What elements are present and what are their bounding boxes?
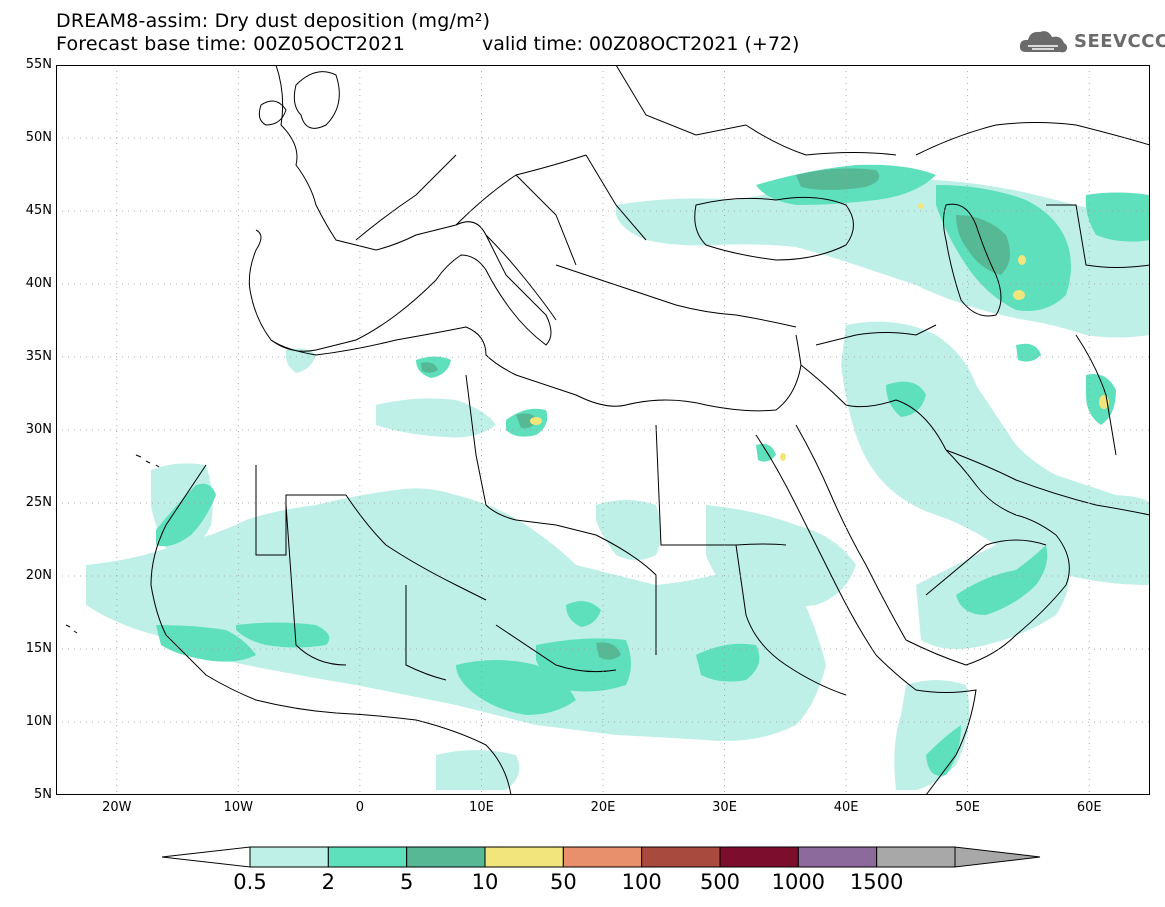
colorbar-segment bbox=[406, 846, 486, 868]
lon-tick-label: 20W bbox=[102, 800, 132, 815]
colorbar-label: 1500 bbox=[849, 870, 904, 894]
colorbar-segment bbox=[876, 846, 956, 868]
map-frame bbox=[56, 65, 1150, 795]
colorbar-label: 0.5 bbox=[233, 870, 267, 894]
lat-tick-label: 50N bbox=[25, 130, 52, 145]
lat-tick-label: 40N bbox=[25, 276, 52, 291]
forecast-base-time: Forecast base time: 00Z05OCT2021 bbox=[56, 33, 406, 55]
lon-tick-label: 50E bbox=[955, 800, 981, 815]
colorbar-label: 10 bbox=[471, 870, 499, 894]
colorbar bbox=[161, 846, 1041, 868]
colorbar-segment bbox=[562, 846, 643, 868]
colorbar-segment bbox=[484, 846, 564, 868]
lon-tick-label: 60E bbox=[1076, 800, 1102, 815]
colorbar-label: 100 bbox=[621, 870, 662, 894]
lon-tick-label: 30E bbox=[712, 800, 737, 815]
map-gridlines bbox=[56, 65, 1150, 795]
lat-tick-label: 30N bbox=[25, 422, 52, 437]
lon-tick-label: 10W bbox=[223, 800, 254, 815]
lat-tick-label: 55N bbox=[25, 57, 52, 72]
dust-deposition-map bbox=[56, 65, 1150, 795]
lon-tick-label: 10E bbox=[469, 800, 494, 815]
lat-tick-label: 25N bbox=[25, 495, 52, 510]
colorbar-segment bbox=[797, 846, 878, 868]
colorbar-label: 1000 bbox=[771, 870, 826, 894]
colorbar-segment bbox=[641, 846, 721, 868]
lon-tick-label: 40E bbox=[833, 800, 859, 815]
lat-tick-label: 15N bbox=[25, 641, 52, 656]
lat-tick-label: 45N bbox=[25, 203, 52, 218]
lon-tick-label: 20E bbox=[590, 800, 616, 815]
colorbar-label: 50 bbox=[549, 870, 577, 894]
lat-tick-label: 35N bbox=[25, 349, 52, 364]
map-title: DREAM8-assim: Dry dust deposition (mg/m²… bbox=[56, 10, 491, 32]
lat-tick-label: 5N bbox=[34, 787, 52, 802]
colorbar-min-arrow bbox=[161, 846, 251, 868]
colorbar-segment bbox=[249, 846, 329, 868]
colorbar-max-arrow bbox=[954, 846, 1041, 868]
coastlines bbox=[65, 65, 1150, 795]
logo-text: SEEVCCC bbox=[1074, 30, 1165, 52]
lat-tick-label: 10N bbox=[25, 714, 52, 729]
colorbar-label: 5 bbox=[399, 870, 414, 894]
seevccc-logo: SEEVCCC bbox=[1018, 26, 1165, 56]
valid-time: valid time: 00Z08OCT2021 (+72) bbox=[482, 33, 800, 55]
colorbar-segment bbox=[327, 846, 408, 868]
colorbar-segment bbox=[719, 846, 799, 868]
lon-tick-label: 0 bbox=[355, 800, 365, 815]
colorbar-label: 2 bbox=[321, 870, 336, 894]
lat-tick-label: 20N bbox=[25, 568, 52, 583]
cloud-logo-icon bbox=[1019, 31, 1068, 53]
colorbar-label: 500 bbox=[699, 870, 741, 894]
